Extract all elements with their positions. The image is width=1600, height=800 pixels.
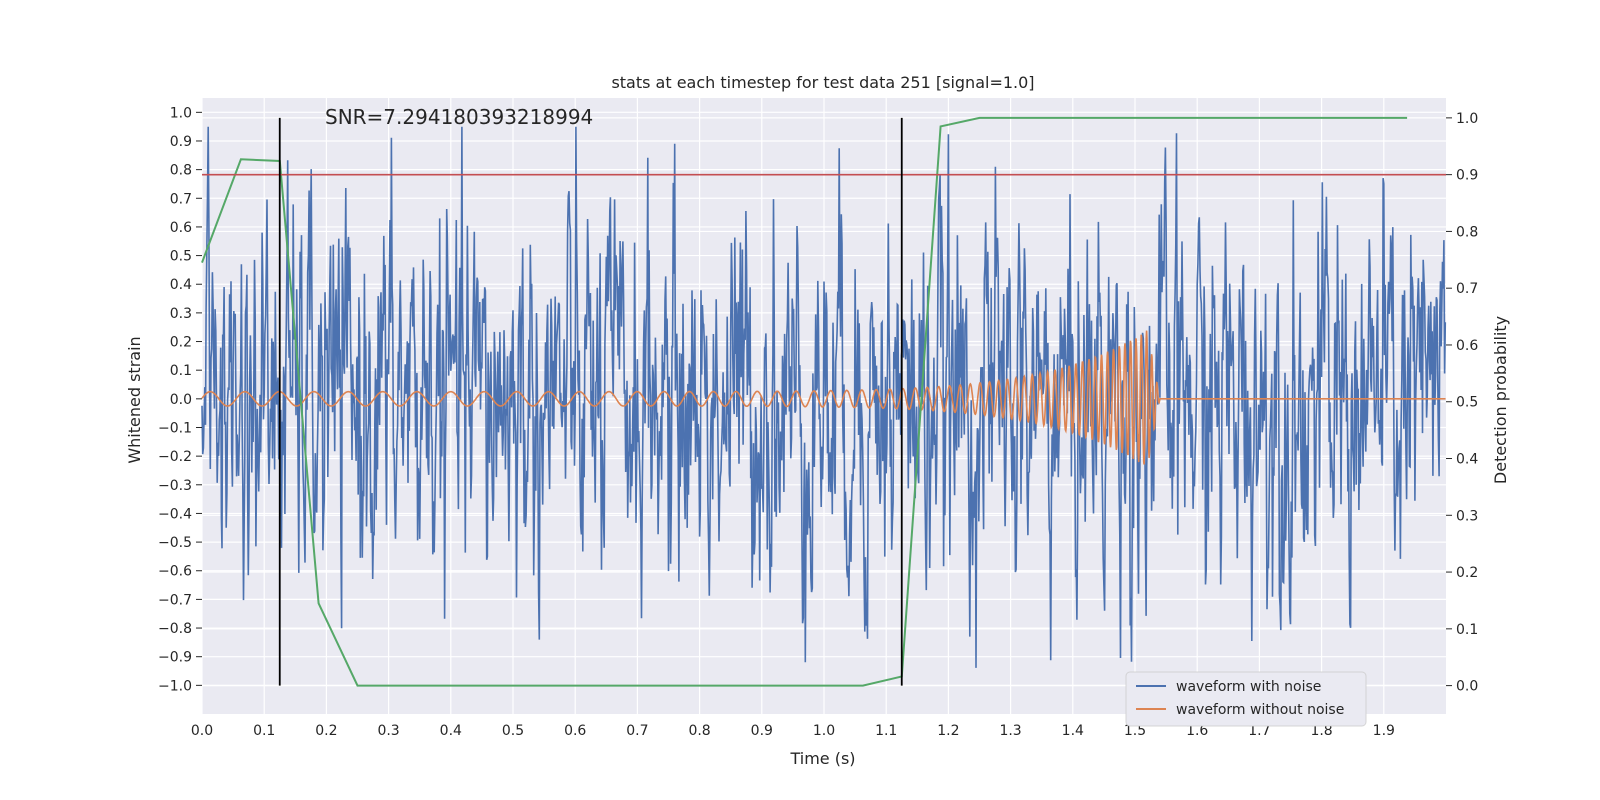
y-tick-label: 0.5 [170,249,192,265]
chart-title: stats at each timestep for test data 251… [611,73,1034,92]
y-tick-label: −0.7 [158,592,192,608]
x-tick-label: 0.9 [751,723,773,739]
x-tick-label: 0.1 [253,723,275,739]
y-tick-label: −0.3 [158,478,192,494]
y-tick-label: 0.8 [170,163,192,179]
x-tick-label: 1.2 [937,723,959,739]
y-tick-label: −0.9 [158,650,192,666]
y2-axis-label: Detection probability [1491,316,1510,484]
y2-tick-label: 0.3 [1456,508,1478,524]
markers [202,117,1446,686]
y-tick-label: −0.5 [158,535,192,551]
y-tick-label: 0.9 [170,134,192,150]
clean-line [201,330,1446,465]
x-axis-label: Time (s) [789,749,855,768]
y-tick-label: 0.2 [170,335,192,351]
y2-tick-label: 0.9 [1456,168,1478,184]
y-tick-label: 0.6 [170,220,192,236]
y2-tick-label: 0.1 [1456,622,1478,638]
x-tick-label: 1.5 [1124,723,1146,739]
y-tick-label: −0.1 [158,420,192,436]
probability-line [201,116,1408,687]
y-tick-label: −0.6 [158,564,192,580]
y-axis-label: Whitened strain [125,336,144,463]
x-tick-label: 0.7 [626,723,648,739]
x-tick-label: 0.8 [688,723,710,739]
y-axis-ticks: 1.0 0.9 0.8 0.7 0.6 0.5 0.4 0.3 0.2 0.1 0.0 −0.1 −0.… [158,105,202,694]
y-tick-label: 0.7 [170,191,192,207]
y2-axis-ticks: 1.0 0.9 0.8 0.7 0.6 0.5 0.4 0.3 0.2 0.1 0.0 [1446,111,1478,695]
x-tick-label: 1.1 [875,723,897,739]
y2-tick-label: 0.4 [1456,452,1478,468]
x-tick-label: 0.4 [440,723,462,739]
x-tick-label: 1.9 [1373,723,1395,739]
y2-tick-label: 0.7 [1456,281,1478,297]
y-tick-label: 0.4 [170,277,192,293]
y-tick-label: 0.0 [170,392,192,408]
y2-tick-label: 1.0 [1456,111,1478,127]
legend-label-noise: waveform with noise [1176,679,1321,695]
x-tick-label: 0.5 [502,723,524,739]
y-tick-label: −0.4 [158,506,192,522]
noise-line [201,126,1447,668]
legend-label-clean: waveform without noise [1176,702,1344,718]
y2-tick-label: 0.6 [1456,338,1478,354]
series-waveform-with-noise [201,126,1447,668]
series-detection-probability [201,116,1408,687]
x-tick-label: 1.8 [1310,723,1332,739]
x-tick-label: 0.3 [377,723,399,739]
y2-tick-label: 0.0 [1456,679,1478,695]
x-tick-label: 1.3 [999,723,1021,739]
x-axis-ticks: 0.0 0.1 0.2 0.3 0.4 0.5 0.6 0.7 0.8 0.9 1.0 1.1 1.2 1… [191,723,1395,739]
x-tick-label: 0.2 [315,723,337,739]
y-tick-label: 0.3 [170,306,192,322]
legend-box [1125,671,1367,727]
x-tick-label: 1.6 [1186,723,1208,739]
legend: waveform with noise waveform without noi… [1125,671,1367,727]
series-waveform-without-noise [201,330,1446,465]
y-tick-label: −0.2 [158,449,192,465]
x-tick-label: 0.0 [191,723,213,739]
y-tick-label: 1.0 [170,105,192,121]
y-tick-label: −1.0 [158,678,192,694]
x-tick-label: 1.4 [1062,723,1084,739]
y-tick-label: −0.8 [158,621,192,637]
snr-annotation: SNR=7.294180393218994 [325,105,593,129]
y-tick-label: 0.1 [170,363,192,379]
x-tick-label: 1.0 [813,723,835,739]
x-tick-label: 1.7 [1248,723,1270,739]
y2-tick-label: 0.2 [1456,565,1478,581]
x-tick-label: 0.6 [564,723,586,739]
y2-tick-label: 0.5 [1456,395,1478,411]
y2-tick-label: 0.8 [1456,224,1478,240]
